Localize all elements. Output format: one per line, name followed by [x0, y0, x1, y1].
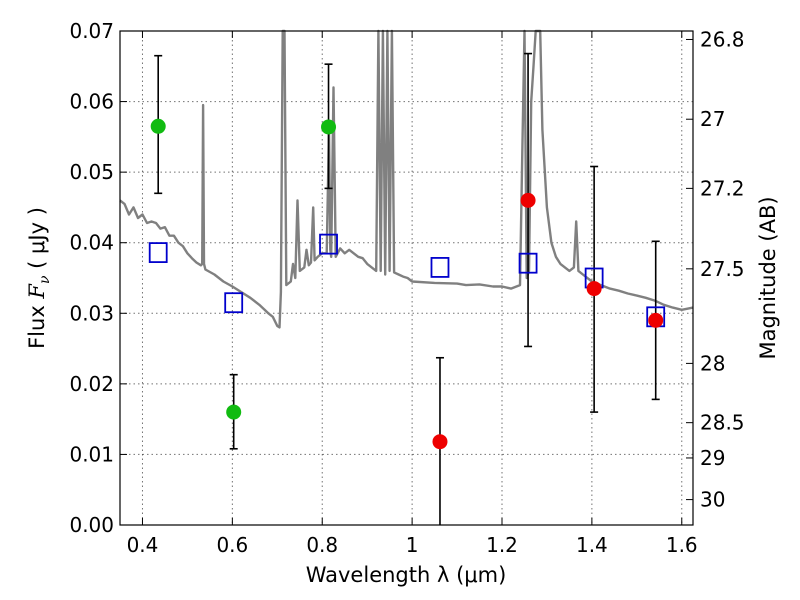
x-tick-label: 0.6 — [216, 533, 248, 557]
y-axis-label-sub: ν — [37, 275, 53, 284]
y-tick-label: 0.01 — [69, 442, 114, 466]
x-tick-label: 1.4 — [576, 533, 608, 557]
spectrum-series — [119, 29, 694, 329]
grid — [120, 30, 693, 526]
y-axis-label-post: ( μJy ) — [25, 207, 49, 275]
observed-flux-point — [648, 312, 664, 328]
y-tick-label: 0.05 — [69, 160, 114, 184]
y2-tick-label: 30 — [700, 488, 725, 512]
y-axis-ticks: 0.00 0.01 0.02 0.03 0.04 0.05 0.06 0.07 — [69, 19, 127, 537]
data-markers — [148, 118, 666, 450]
y2-tick-label: 27 — [700, 107, 725, 131]
y2-axis-ticks: 26.8 27 27.2 27.5 28 28.5 29 30 — [686, 27, 745, 512]
y-tick-label: 0.02 — [69, 372, 114, 396]
observed-flux-point — [321, 119, 337, 135]
y-tick-label: 0.06 — [69, 90, 114, 114]
x-axis-ticks: 0.4 0.6 0.8 1 1.2 1.4 1.6 — [127, 31, 698, 557]
observed-flux-point — [520, 192, 536, 208]
y-axis-label-var: F — [25, 283, 49, 300]
x-tick-label: 0.8 — [306, 533, 338, 557]
x-tick-label: 1.6 — [666, 533, 698, 557]
y-axis-label: Flux Fν ( μJy ) — [25, 207, 53, 349]
y2-tick-label: 26.8 — [700, 27, 745, 51]
observed-flux-point — [226, 404, 242, 420]
y-tick-label: 0.07 — [69, 19, 114, 43]
y2-tick-label: 27.5 — [700, 257, 745, 281]
observed-flux-point — [586, 281, 602, 297]
y2-tick-label: 27.2 — [700, 176, 745, 200]
model-photometry-square — [319, 233, 338, 255]
y-tick-label: 0.00 — [69, 513, 114, 537]
x-tick-label: 1.2 — [486, 533, 518, 557]
x-tick-label: 1 — [406, 533, 419, 557]
x-tick-label: 0.4 — [127, 533, 159, 557]
y-tick-label: 0.03 — [69, 301, 114, 325]
y-axis-label-pre: Flux — [25, 299, 49, 349]
observed-flux-point — [432, 434, 448, 450]
y2-tick-label: 28 — [700, 351, 725, 375]
observed-flux-point — [150, 118, 166, 134]
y2-axis-label: Magnitude (AB) — [756, 196, 780, 359]
y-tick-label: 0.04 — [69, 231, 114, 255]
plot-frame — [119, 30, 694, 526]
model-photometry-square — [430, 257, 450, 278]
y2-tick-label: 29 — [700, 446, 725, 470]
x-axis-label: Wavelength λ (μm) — [306, 563, 507, 587]
y2-tick-label: 28.5 — [700, 411, 745, 435]
spectrum-line — [119, 29, 694, 329]
model-photometry-square — [224, 292, 244, 314]
model-photometry-square — [148, 242, 168, 263]
model-photometry-square — [518, 252, 538, 274]
